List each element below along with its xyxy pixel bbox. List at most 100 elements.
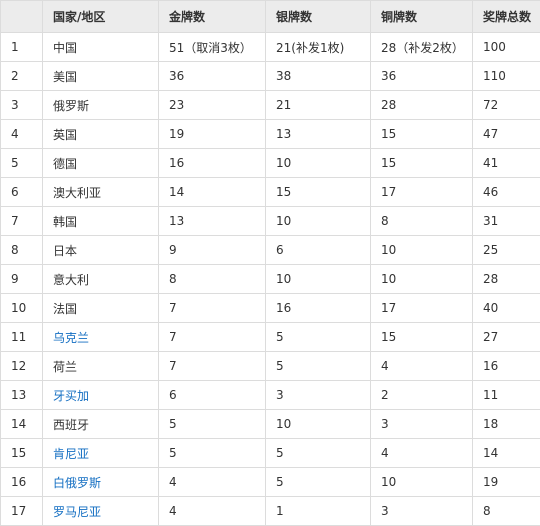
table-cell: 5 xyxy=(266,439,371,468)
header-cell: 奖牌总数 xyxy=(473,1,540,33)
table-cell: 10 xyxy=(266,207,371,236)
table-cell: 13 xyxy=(1,381,43,410)
table-cell: 10 xyxy=(371,265,473,294)
country-cell: 意大利 xyxy=(43,265,159,294)
country-cell: 西班牙 xyxy=(43,410,159,439)
country-cell: 澳大利亚 xyxy=(43,178,159,207)
table-cell: 10 xyxy=(1,294,43,323)
table-cell: 16 xyxy=(159,149,266,178)
table-cell: 110 xyxy=(473,62,540,91)
table-cell: 36 xyxy=(371,62,473,91)
country-cell: 法国 xyxy=(43,294,159,323)
table-cell: 6 xyxy=(266,236,371,265)
header-row: 国家/地区金牌数银牌数铜牌数奖牌总数 xyxy=(1,1,540,33)
table-cell: 21 xyxy=(266,91,371,120)
table-cell: 47 xyxy=(473,120,540,149)
table-cell: 7 xyxy=(159,352,266,381)
table-cell: 21(补发1枚) xyxy=(266,33,371,62)
table-cell: 7 xyxy=(159,294,266,323)
table-cell: 31 xyxy=(473,207,540,236)
table-cell: 4 xyxy=(371,352,473,381)
table-cell: 17 xyxy=(1,497,43,526)
country-cell: 中国 xyxy=(43,33,159,62)
table-cell: 12 xyxy=(1,352,43,381)
table-cell: 10 xyxy=(266,149,371,178)
table-cell: 41 xyxy=(473,149,540,178)
table-cell: 3 xyxy=(371,497,473,526)
table-cell: 10 xyxy=(371,236,473,265)
table-cell: 46 xyxy=(473,178,540,207)
table-cell: 4 xyxy=(1,120,43,149)
table-cell: 72 xyxy=(473,91,540,120)
table-cell: 11 xyxy=(473,381,540,410)
table-cell: 13 xyxy=(266,120,371,149)
country-cell[interactable]: 罗马尼亚 xyxy=(43,497,159,526)
table-cell: 15 xyxy=(266,178,371,207)
table-cell: 10 xyxy=(266,265,371,294)
table-cell: 15 xyxy=(371,323,473,352)
table-cell: 6 xyxy=(159,381,266,410)
country-cell: 英国 xyxy=(43,120,159,149)
table-cell: 5 xyxy=(1,149,43,178)
table-cell: 3 xyxy=(371,410,473,439)
table-cell: 2 xyxy=(371,381,473,410)
table-cell: 19 xyxy=(159,120,266,149)
country-cell[interactable]: 牙买加 xyxy=(43,381,159,410)
country-cell: 日本 xyxy=(43,236,159,265)
table-cell: 4 xyxy=(371,439,473,468)
table-cell: 14 xyxy=(159,178,266,207)
table-cell: 10 xyxy=(371,468,473,497)
table-cell: 15 xyxy=(371,120,473,149)
table-cell: 8 xyxy=(159,265,266,294)
table-cell: 1 xyxy=(266,497,371,526)
table-cell: 11 xyxy=(1,323,43,352)
country-cell: 美国 xyxy=(43,62,159,91)
table-cell: 27 xyxy=(473,323,540,352)
table-cell: 8 xyxy=(473,497,540,526)
table-cell: 4 xyxy=(159,497,266,526)
table-cell: 9 xyxy=(1,265,43,294)
table-cell: 2 xyxy=(1,62,43,91)
table-cell: 5 xyxy=(266,323,371,352)
table-cell: 25 xyxy=(473,236,540,265)
country-cell[interactable]: 白俄罗斯 xyxy=(43,468,159,497)
country-cell: 荷兰 xyxy=(43,352,159,381)
table-cell: 17 xyxy=(371,294,473,323)
table-cell: 5 xyxy=(266,352,371,381)
table-cell: 100 xyxy=(473,33,540,62)
table-cell: 36 xyxy=(159,62,266,91)
table-cell: 16 xyxy=(473,352,540,381)
table-cell: 7 xyxy=(1,207,43,236)
table-cell: 9 xyxy=(159,236,266,265)
table-cell: 38 xyxy=(266,62,371,91)
table-cell: 8 xyxy=(371,207,473,236)
country-cell[interactable]: 乌克兰 xyxy=(43,323,159,352)
header-cell: 银牌数 xyxy=(266,1,371,33)
table-cell: 40 xyxy=(473,294,540,323)
country-cell[interactable]: 肯尼亚 xyxy=(43,439,159,468)
table-cell: 8 xyxy=(1,236,43,265)
table-cell: 10 xyxy=(266,410,371,439)
table-cell: 16 xyxy=(266,294,371,323)
country-cell: 俄罗斯 xyxy=(43,91,159,120)
table-cell: 5 xyxy=(266,468,371,497)
table-cell: 28 xyxy=(473,265,540,294)
country-cell: 德国 xyxy=(43,149,159,178)
table-cell: 15 xyxy=(371,149,473,178)
table-cell: 51（取消3枚） xyxy=(159,33,266,62)
